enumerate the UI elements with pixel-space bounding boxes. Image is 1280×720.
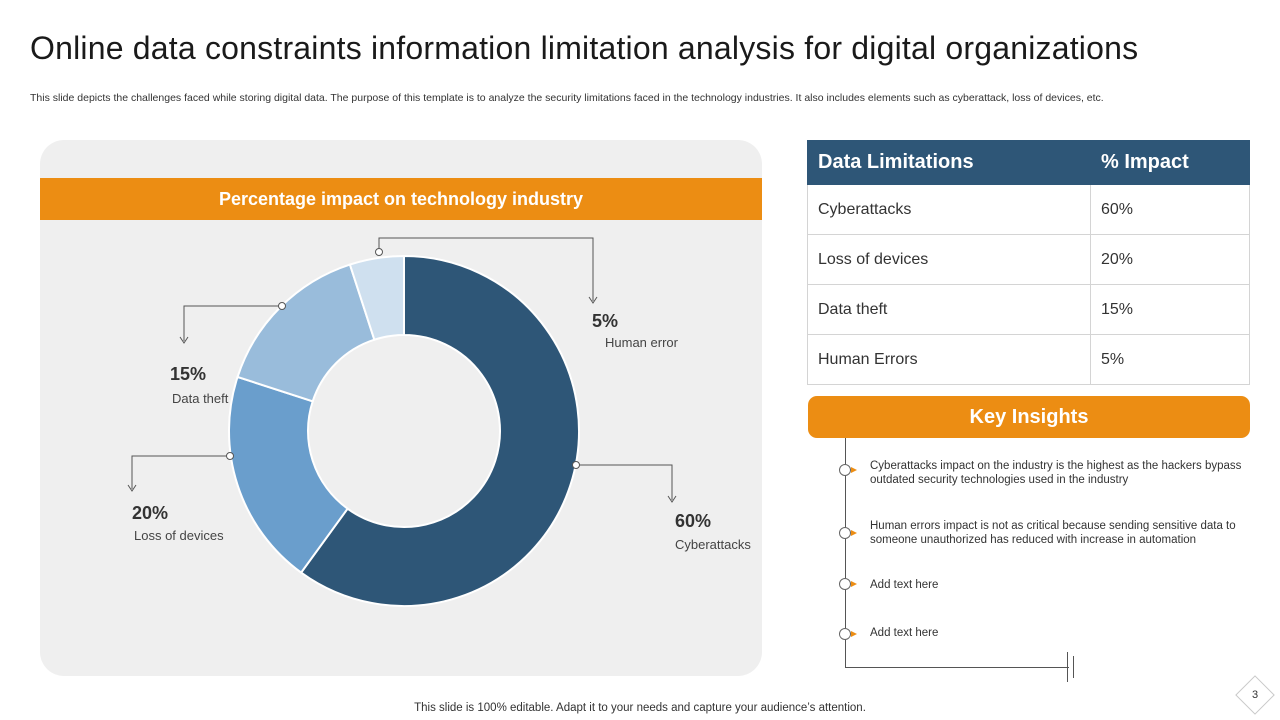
key-insights-title: Key Insights [808,396,1250,438]
timeline-end-tick [1073,656,1074,678]
table-row: Loss of devices 20% [807,234,1250,285]
table-row: Data theft 15% [807,284,1250,335]
callout-arrow-icon [588,296,598,304]
slice-name-label: Loss of devices [134,528,224,543]
callout-dot [278,302,286,310]
donut-slice-3 [348,254,405,341]
timeline-marker-icon [839,578,857,590]
table-header: % Impact [1090,140,1250,185]
callout-arrow-icon [127,484,137,492]
insight-item: Add text here [870,579,939,591]
donut-slice-1 [228,375,349,574]
callout-line [576,464,673,500]
insight-item: Cyberattacks impact on the industry is t… [870,460,1242,486]
timeline-line [845,438,846,667]
callout-line [183,305,282,341]
page-number: 3 [1251,689,1259,701]
callout-line [131,455,230,489]
table-header-row: Data Limitations % Impact [807,140,1250,185]
timeline-marker-icon [839,527,857,539]
table-cell: Data theft [807,284,1091,335]
callout-arrow-icon [667,495,677,503]
donut-chart: 60% Cyberattacks 20% Loss of devices 15% Data… [127,237,751,607]
slice-percent-label: 5% [592,311,618,331]
table-cell: Human Errors [807,334,1091,385]
timeline-end-tick [1067,652,1068,682]
footer-note: This slide is 100% editable. Adapt it to… [414,702,866,714]
donut-slice-2 [236,263,376,403]
table-row: Cyberattacks 60% [807,184,1250,235]
table-cell: Loss of devices [807,234,1091,285]
slide-subtitle: This slide depicts the challenges faced … [30,92,1104,104]
chart-panel: Percentage impact on technology industry… [40,140,762,676]
table-cell: 20% [1090,234,1250,285]
slice-percent-label: 20% [132,503,168,523]
timeline-baseline [845,667,1069,668]
callout-dot [226,452,234,460]
slice-name-label: Data theft [172,391,229,406]
callout-arrow-icon [179,336,189,344]
table-cell: 5% [1090,334,1250,385]
timeline-marker-icon [839,628,857,640]
table-header: Data Limitations [807,140,1091,185]
timeline-marker-icon [839,464,857,476]
donut-slice-0 [299,254,580,607]
table-cell: 60% [1090,184,1250,235]
slice-percent-label: 60% [675,511,711,531]
callout-dot [375,248,383,256]
slice-name-label: Human error [605,335,679,350]
table-row: Human Errors 5% [807,334,1250,385]
slice-percent-label: 15% [170,364,206,384]
data-limitations-table: Data Limitations % Impact Cyberattacks 6… [807,140,1250,385]
slide-title: Online data constraints information limi… [30,30,1139,66]
insight-item: Human errors impact is not as critical b… [870,520,1236,546]
callout-line [378,237,594,301]
chart-title: Percentage impact on technology industry [40,178,762,220]
table-cell: Cyberattacks [807,184,1091,235]
slice-name-label: Cyberattacks [675,537,751,552]
callout-dot [572,461,580,469]
insight-item: Add text here [870,627,939,639]
table-cell: 15% [1090,284,1250,335]
